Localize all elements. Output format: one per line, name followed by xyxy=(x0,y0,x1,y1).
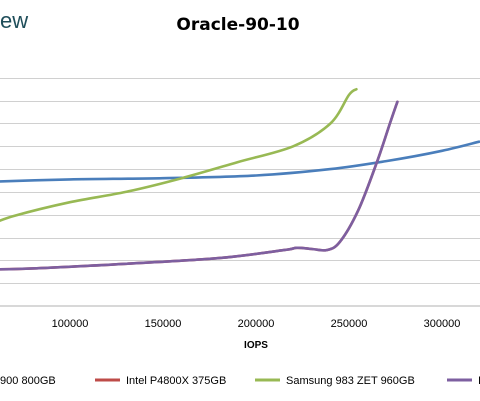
x-tick-label: 300000 xyxy=(424,318,461,330)
x-tick-labels: 100000 150000 200000 250000 300000 xyxy=(52,318,461,330)
x-tick-label: 100000 xyxy=(52,318,89,330)
chart-title: Oracle-90-10 xyxy=(176,15,299,35)
gridlines xyxy=(0,78,480,307)
legend-label: Intel P4800X 375GB xyxy=(126,375,226,387)
series-group xyxy=(0,87,480,271)
x-tick-label: 150000 xyxy=(145,318,182,330)
series-line xyxy=(0,87,358,222)
legend-label: I xyxy=(478,375,480,387)
legend: H3900 800GB Intel P4800X 375GB Samsung 983… xyxy=(0,375,480,387)
legend-label: Samsung 983 ZET 960GB xyxy=(286,375,415,387)
legend-label: H3900 800GB xyxy=(0,375,56,387)
series-line xyxy=(0,140,480,183)
x-axis-title: IOPS xyxy=(244,340,268,351)
x-tick-label: 250000 xyxy=(331,318,368,330)
series-line xyxy=(0,100,399,271)
x-tick-label: 200000 xyxy=(238,318,275,330)
logo-fragment: ew xyxy=(0,8,28,33)
